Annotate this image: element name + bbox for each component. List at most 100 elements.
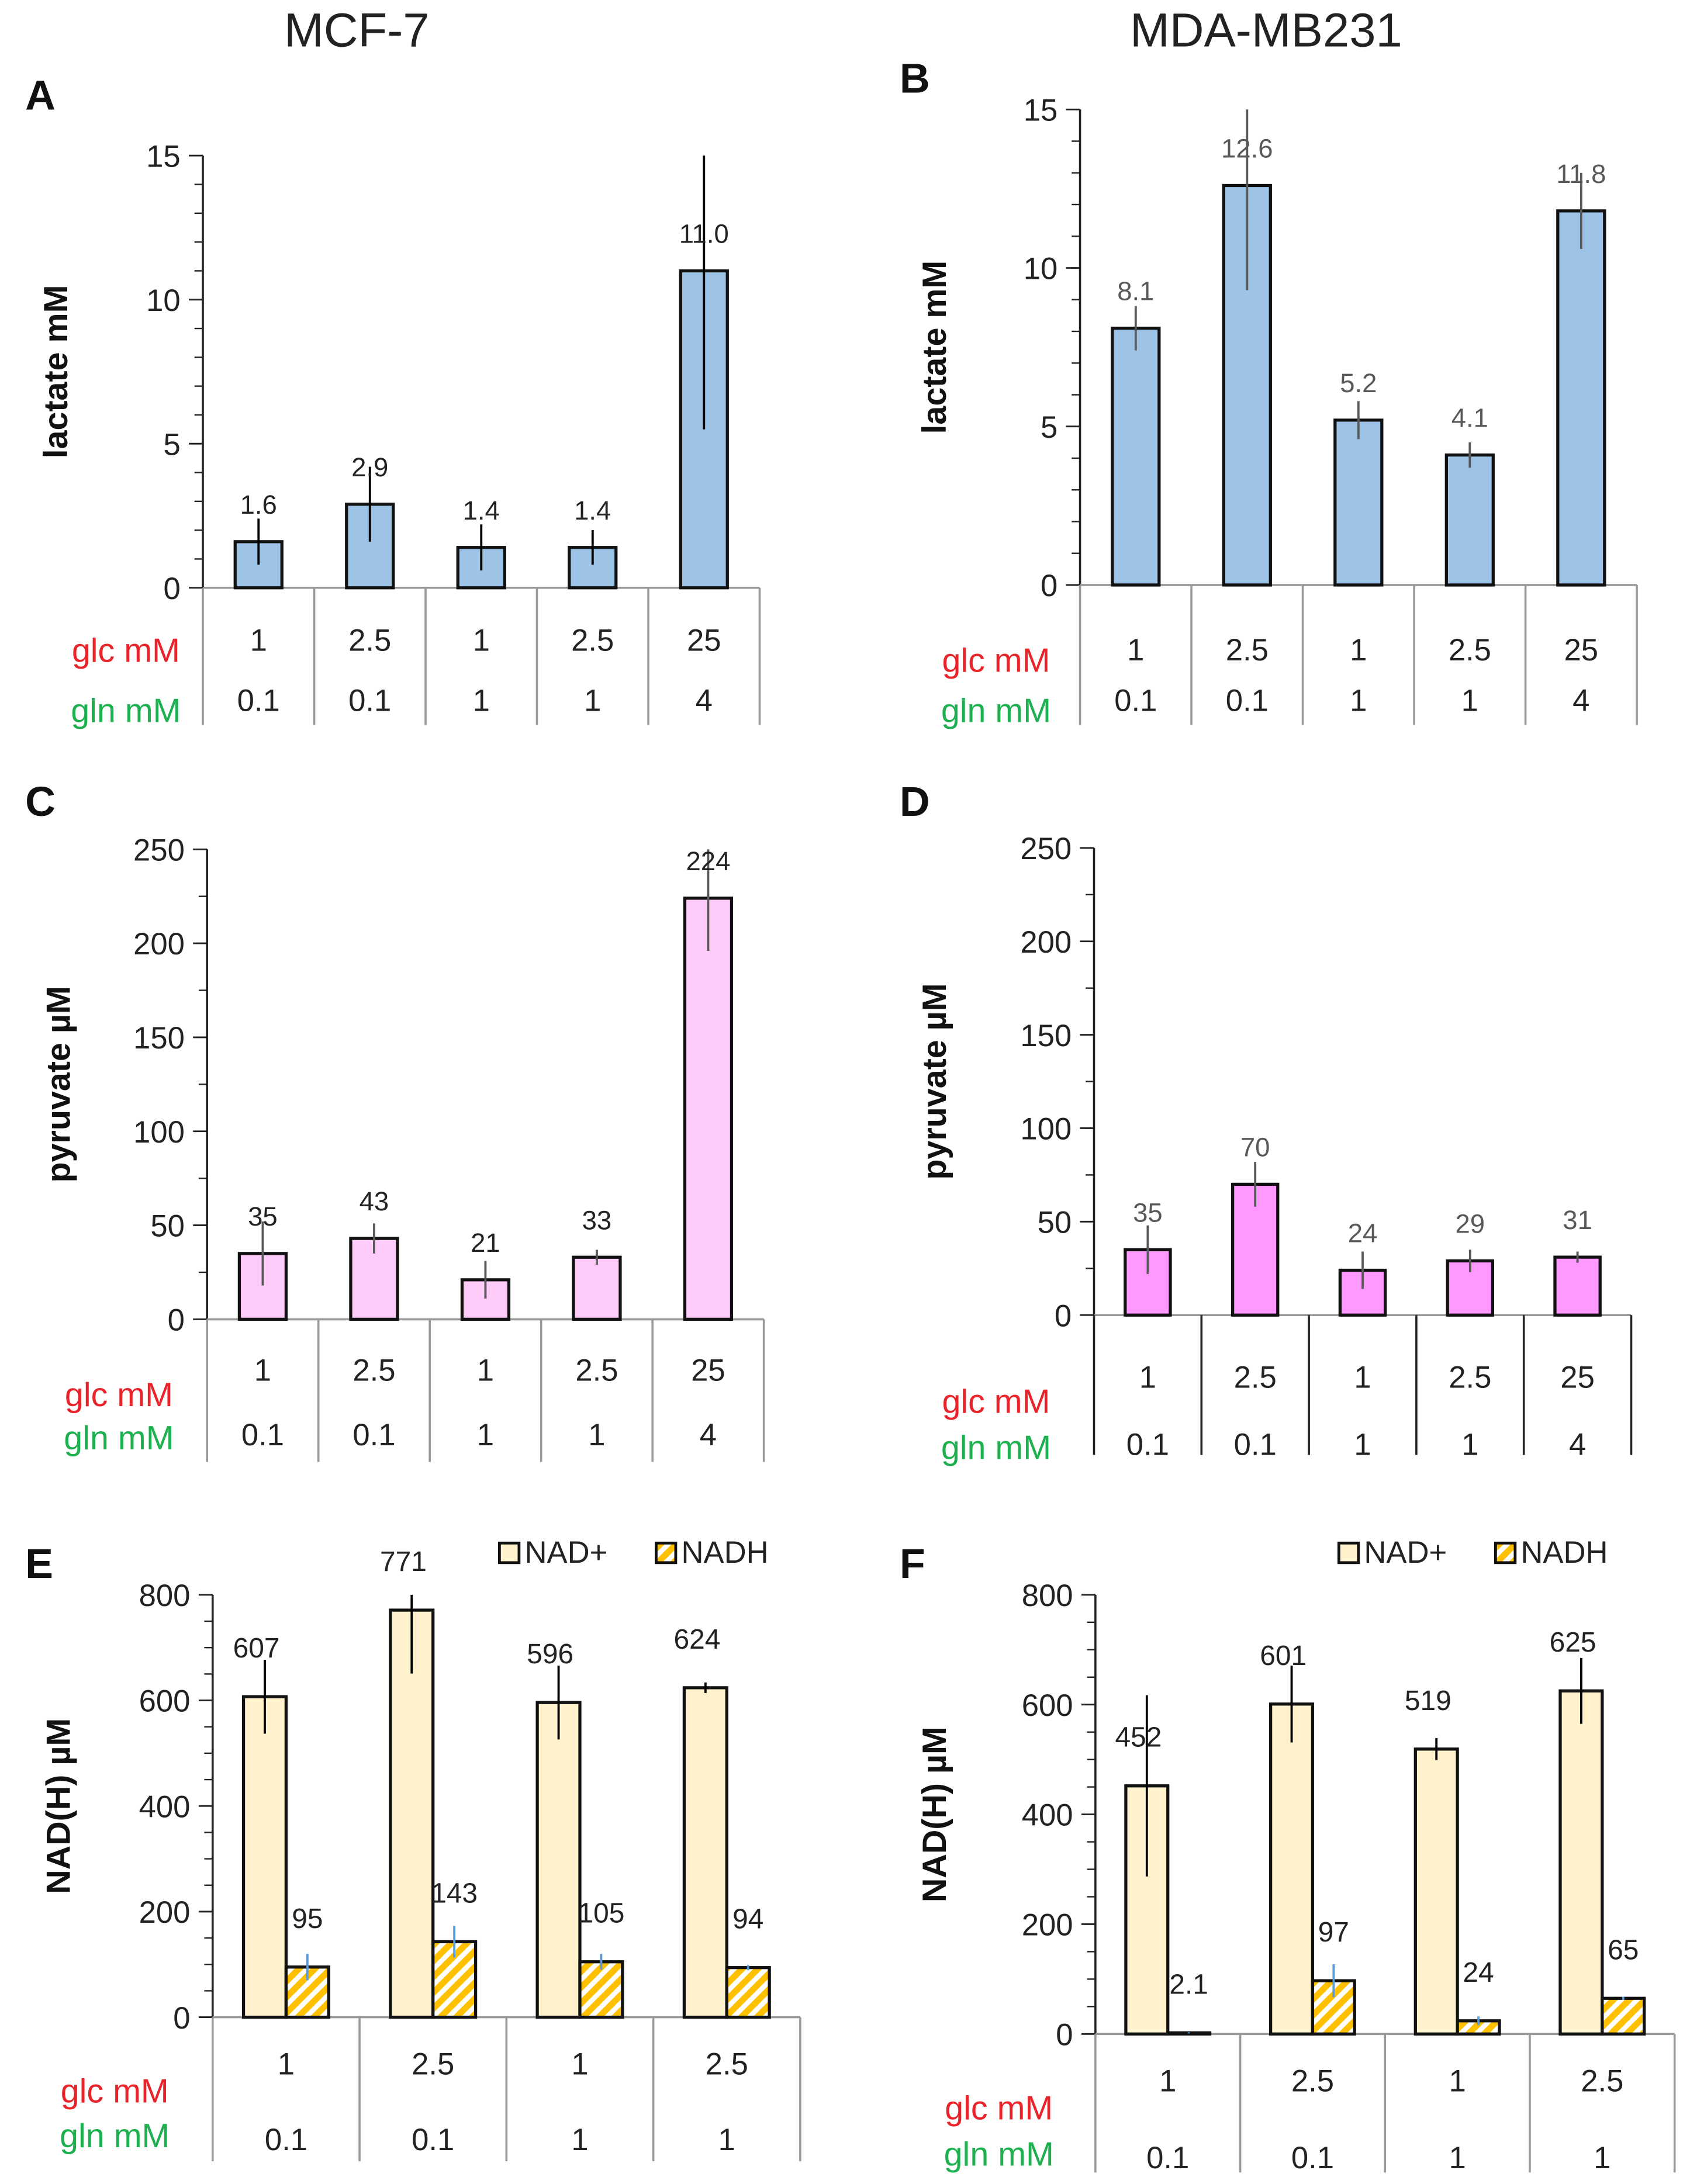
legend-label: NAD+ <box>1364 1535 1447 1570</box>
panel-letter: B <box>900 56 930 102</box>
y-tick-label: 10 <box>146 283 181 318</box>
glc-row-label: glc mM <box>942 1383 1050 1421</box>
data-label: 2.1 <box>1169 1969 1208 2000</box>
glc-row-label: glc mM <box>945 2089 1053 2127</box>
gln-value: 0.1 <box>412 2123 454 2157</box>
gln-value: 0.1 <box>348 683 391 718</box>
data-label: 65 <box>1608 1934 1639 1965</box>
glc-row-label: glc mM <box>61 2073 169 2110</box>
column-title-mcf7: MCF-7 <box>284 4 430 57</box>
legend-label: NAD+ <box>524 1535 607 1570</box>
glc-value: 2.5 <box>1291 2064 1334 2098</box>
gln-value: 0.1 <box>237 683 280 718</box>
panel-letter: F <box>900 1541 925 1587</box>
y-tick-label: 200 <box>133 927 185 961</box>
panel-letter: D <box>900 778 930 825</box>
glc-value: 2.5 <box>1226 633 1269 667</box>
glc-value: 25 <box>1564 633 1599 667</box>
data-label: 596 <box>527 1639 573 1670</box>
data-label: 94 <box>732 1904 763 1935</box>
data-label: 105 <box>578 1898 624 1929</box>
y-tick-label: 200 <box>139 1895 191 1930</box>
y-tick-label: 0 <box>1041 569 1057 603</box>
glc-value: 1 <box>254 1354 271 1388</box>
gln-row-label: gln mM <box>71 692 181 729</box>
y-axis-title: NAD(H) µM <box>40 1718 78 1894</box>
y-tick-label: 5 <box>1041 410 1057 445</box>
chart-panel-b: B 0 5 10 15 lactate mM glc mM gln mM 1 0.1 2.5 0.1 1… <box>900 56 1638 729</box>
glc-value: 2.5 <box>1581 2064 1623 2098</box>
glc-value: 1 <box>1139 1361 1156 1395</box>
y-tick-label: 0 <box>168 1303 185 1338</box>
data-label: 24 <box>1463 1957 1494 1988</box>
data-label: 452 <box>1115 1722 1162 1753</box>
chart-panel-a: A 0 5 10 15 lactate mM glc mM gln mM 1 0.1 2.5 0.1 1… <box>25 72 761 729</box>
glc-value: 2.5 <box>412 2047 454 2082</box>
glc-value: 2.5 <box>1234 1361 1277 1395</box>
glc-value: 1 <box>250 623 267 657</box>
y-axis-title: NAD(H) µM <box>916 1726 953 1902</box>
gln-row-label: gln mM <box>64 1420 174 1457</box>
glc-value: 2.5 <box>1449 633 1491 667</box>
gln-value: 0.1 <box>1126 1428 1169 1462</box>
gln-value: 4 <box>696 683 713 718</box>
bar-nad <box>1558 1689 1604 2036</box>
y-tick-label: 250 <box>133 833 185 867</box>
data-label: 35 <box>1133 1197 1163 1227</box>
panel-letter: E <box>25 1541 53 1587</box>
panel-letter: A <box>25 72 56 119</box>
glc-value: 2.5 <box>575 1354 618 1388</box>
gln-row-label: gln mM <box>941 1430 1051 1467</box>
y-tick-label: 250 <box>1020 832 1072 866</box>
y-tick-label: 100 <box>1020 1112 1072 1147</box>
panel-letter: C <box>25 778 56 825</box>
gln-value: 1 <box>1449 2141 1466 2175</box>
data-label: 1.4 <box>463 496 500 525</box>
y-tick-label: 100 <box>133 1115 185 1150</box>
gln-value: 1 <box>1594 2141 1610 2175</box>
bar-pyruvate <box>1338 1268 1387 1317</box>
column-title-mda: MDA-MB231 <box>1130 4 1402 57</box>
y-tick-label: 800 <box>1022 1579 1073 1613</box>
bar-lactate <box>1111 326 1161 587</box>
data-label: 607 <box>233 1633 280 1664</box>
y-tick-label: 600 <box>1022 1688 1073 1723</box>
y-tick-label: 400 <box>139 1790 191 1824</box>
legend-swatch <box>1337 1541 1360 1565</box>
gln-value: 0.1 <box>241 1418 284 1452</box>
gln-value: 1 <box>718 2123 735 2157</box>
gln-row-label: gln mM <box>944 2135 1054 2173</box>
data-label: 2.9 <box>351 452 388 482</box>
bar-lactate <box>1333 418 1384 587</box>
glc-value: 25 <box>1560 1361 1595 1395</box>
data-label: 8.1 <box>1117 276 1154 306</box>
y-tick-label: 15 <box>146 139 181 174</box>
data-label: 1.4 <box>574 496 611 525</box>
data-label: 11.8 <box>1556 159 1606 189</box>
bar-nad <box>389 1608 435 2019</box>
data-label: 771 <box>380 1546 427 1577</box>
glc-value: 1 <box>278 2047 295 2082</box>
y-tick-label: 200 <box>1020 925 1072 960</box>
data-label: 21 <box>471 1228 500 1258</box>
bar-nad <box>1269 1702 1315 2036</box>
y-tick-label: 50 <box>1038 1205 1072 1240</box>
data-label: 70 <box>1240 1133 1270 1162</box>
glc-value: 2.5 <box>571 623 614 657</box>
data-label: 519 <box>1405 1685 1451 1716</box>
legend-label: NADH <box>1520 1535 1608 1570</box>
data-label: 601 <box>1260 1640 1307 1671</box>
glc-value: 25 <box>687 623 721 657</box>
y-tick-label: 200 <box>1022 1908 1073 1943</box>
y-tick-label: 0 <box>1055 1299 1072 1333</box>
glc-value: 2.5 <box>352 1354 395 1388</box>
bar-lactate <box>1444 453 1495 587</box>
y-tick-label: 150 <box>1020 1019 1072 1053</box>
gln-value: 0.1 <box>352 1418 395 1452</box>
data-label: 43 <box>360 1186 389 1216</box>
data-label: 33 <box>582 1205 612 1235</box>
y-axis-title: lactate mM <box>916 261 953 434</box>
bar-nadh <box>578 1960 624 2019</box>
legend-swatch <box>1494 1541 1517 1565</box>
glc-value: 1 <box>473 623 490 657</box>
